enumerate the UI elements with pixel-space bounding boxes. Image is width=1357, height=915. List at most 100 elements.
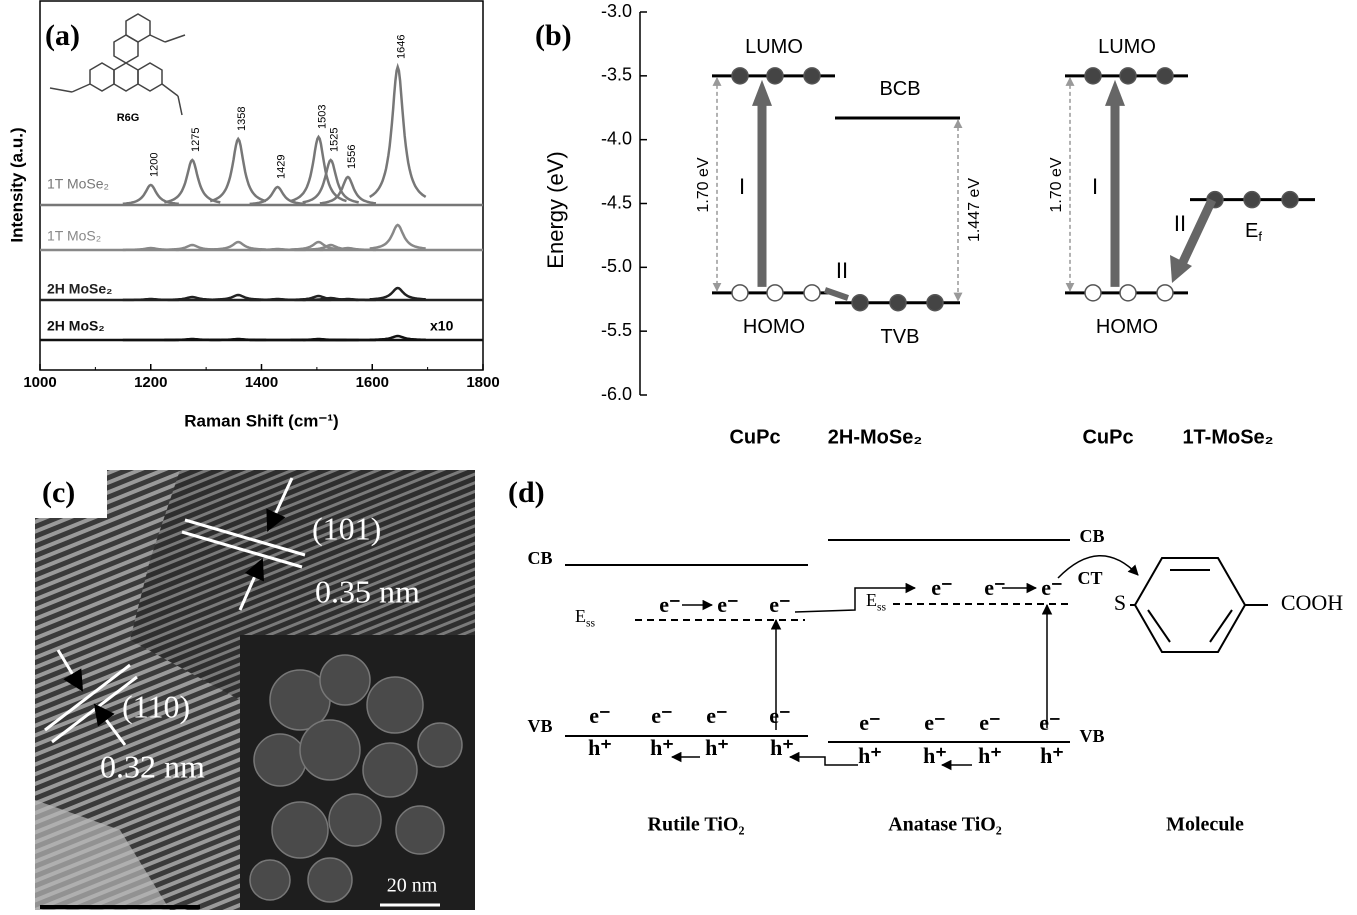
electron-label: e⁻: [769, 592, 790, 617]
plane-label: (110): [122, 688, 190, 724]
electron: [1156, 67, 1174, 85]
electron-label: e⁻: [717, 592, 738, 617]
band-label: VB: [1079, 726, 1104, 746]
raman-peak: [369, 62, 427, 198]
spectrum-name: 2H MoSe₂: [47, 281, 112, 297]
hole: [731, 284, 749, 302]
hole: [803, 284, 821, 302]
y-tick-label: -4.5: [601, 192, 632, 212]
x-tick-label: 1600: [356, 374, 389, 391]
peak-label: 1429: [275, 155, 287, 179]
raman-peak: [210, 240, 267, 251]
y-tick-label: -5.0: [601, 256, 632, 276]
surface-state-sub: ss: [586, 616, 596, 629]
panel-label: (c): [42, 476, 75, 509]
band-label: CB: [1079, 526, 1104, 546]
panel-label: (b): [535, 19, 572, 52]
electron-label: e⁻: [659, 592, 680, 617]
electron: [766, 67, 784, 85]
transfer-arrow: [824, 287, 849, 301]
electron: [1084, 67, 1102, 85]
raman-peak: [122, 183, 179, 206]
electron: [1243, 190, 1261, 209]
electron-label: e⁻: [769, 703, 790, 728]
electron-label: e⁻: [589, 703, 610, 728]
path-label: I: [1092, 174, 1098, 199]
hole-label: h⁺: [650, 735, 674, 760]
transfer-arrow-head: [1170, 255, 1192, 283]
raman-peak: [302, 158, 360, 204]
hole: [1156, 284, 1174, 302]
material-label: Rutile TiO₂: [648, 814, 745, 836]
electron: [1281, 190, 1299, 209]
y-tick-label: -3.0: [601, 1, 632, 21]
x-axis-label: Raman Shift (cm⁻¹): [184, 411, 338, 430]
group-label: COOH: [1281, 590, 1343, 615]
transfer-label: CT: [1077, 568, 1102, 588]
surface-state-main: E: [575, 606, 586, 626]
gap-label: 1.70 eV: [695, 157, 712, 212]
hole-label: h⁺: [705, 735, 729, 760]
peak-label: 1200: [149, 153, 161, 177]
electron: [889, 293, 907, 312]
raman-peak: [369, 223, 426, 250]
level-label: BCB: [879, 78, 920, 100]
plane-label: (101): [312, 510, 381, 546]
path-label: II: [1174, 211, 1186, 236]
hole: [1119, 284, 1137, 302]
hole-label: h⁺: [588, 735, 612, 760]
raman-peak: [319, 297, 376, 302]
electron: [803, 67, 821, 85]
level-label: HOMO: [743, 316, 805, 338]
hole-label: h⁺: [978, 743, 1002, 768]
gap-label: 1.447 eV: [966, 178, 983, 242]
raman-peak: [249, 185, 306, 206]
electron-label: e⁻: [984, 575, 1005, 600]
path-label: I: [739, 174, 745, 199]
band-label: CB: [527, 548, 552, 568]
molecule-name: R6G: [117, 112, 140, 124]
electron-label: e⁻: [706, 703, 727, 728]
raman-peak: [209, 136, 267, 203]
panel-label: (a): [45, 19, 80, 52]
material-label: CuPc: [1082, 426, 1133, 448]
x-tick-label: 1200: [134, 374, 167, 391]
hole-label: h⁺: [923, 743, 947, 768]
x-tick-label: 1000: [23, 374, 56, 391]
surface-state: Ess: [575, 606, 596, 629]
raman-peak: [369, 334, 426, 342]
surface-state: Ess: [866, 590, 887, 613]
transfer-arrow-head: [752, 79, 772, 106]
transfer-arrow: [1178, 198, 1217, 264]
peak-label: 1358: [236, 107, 248, 131]
peak-label: 1503: [316, 105, 328, 129]
material-label: 2H-MoSe₂: [828, 426, 922, 448]
electron: [1119, 67, 1137, 85]
hole-label: h⁺: [1040, 743, 1064, 768]
material-label: 1T-MoSe₂: [1182, 426, 1273, 448]
r6g-structure: [49, 13, 186, 116]
hole-label: h⁺: [770, 735, 794, 760]
path-label: II: [836, 258, 848, 283]
raman-peak: [369, 286, 426, 301]
raman-peak: [163, 158, 221, 204]
band-diagram: [565, 539, 1268, 771]
level-label: LUMO: [745, 36, 803, 58]
y-tick-label: -4.0: [601, 128, 632, 148]
fermi-label-main: E: [1245, 220, 1258, 242]
spacing-label: 0.32 nm: [100, 748, 205, 784]
peak-label: 1525: [329, 128, 341, 152]
level-label: TVB: [881, 326, 920, 348]
raman-peak: [302, 243, 359, 251]
hole: [766, 284, 784, 302]
scale-bar-label: 20 nm: [387, 875, 438, 897]
y-tick-label: -5.5: [601, 320, 632, 340]
hole: [1084, 284, 1102, 302]
spacing-label: 0.35 nm: [315, 573, 420, 609]
peak-label: 1556: [346, 145, 358, 169]
transfer-arrow-head: [1105, 79, 1125, 106]
gap-label: 1.70 eV: [1048, 157, 1065, 212]
raman-peak: [319, 246, 376, 252]
electron: [731, 67, 749, 85]
electron-label: e⁻: [1041, 575, 1062, 600]
